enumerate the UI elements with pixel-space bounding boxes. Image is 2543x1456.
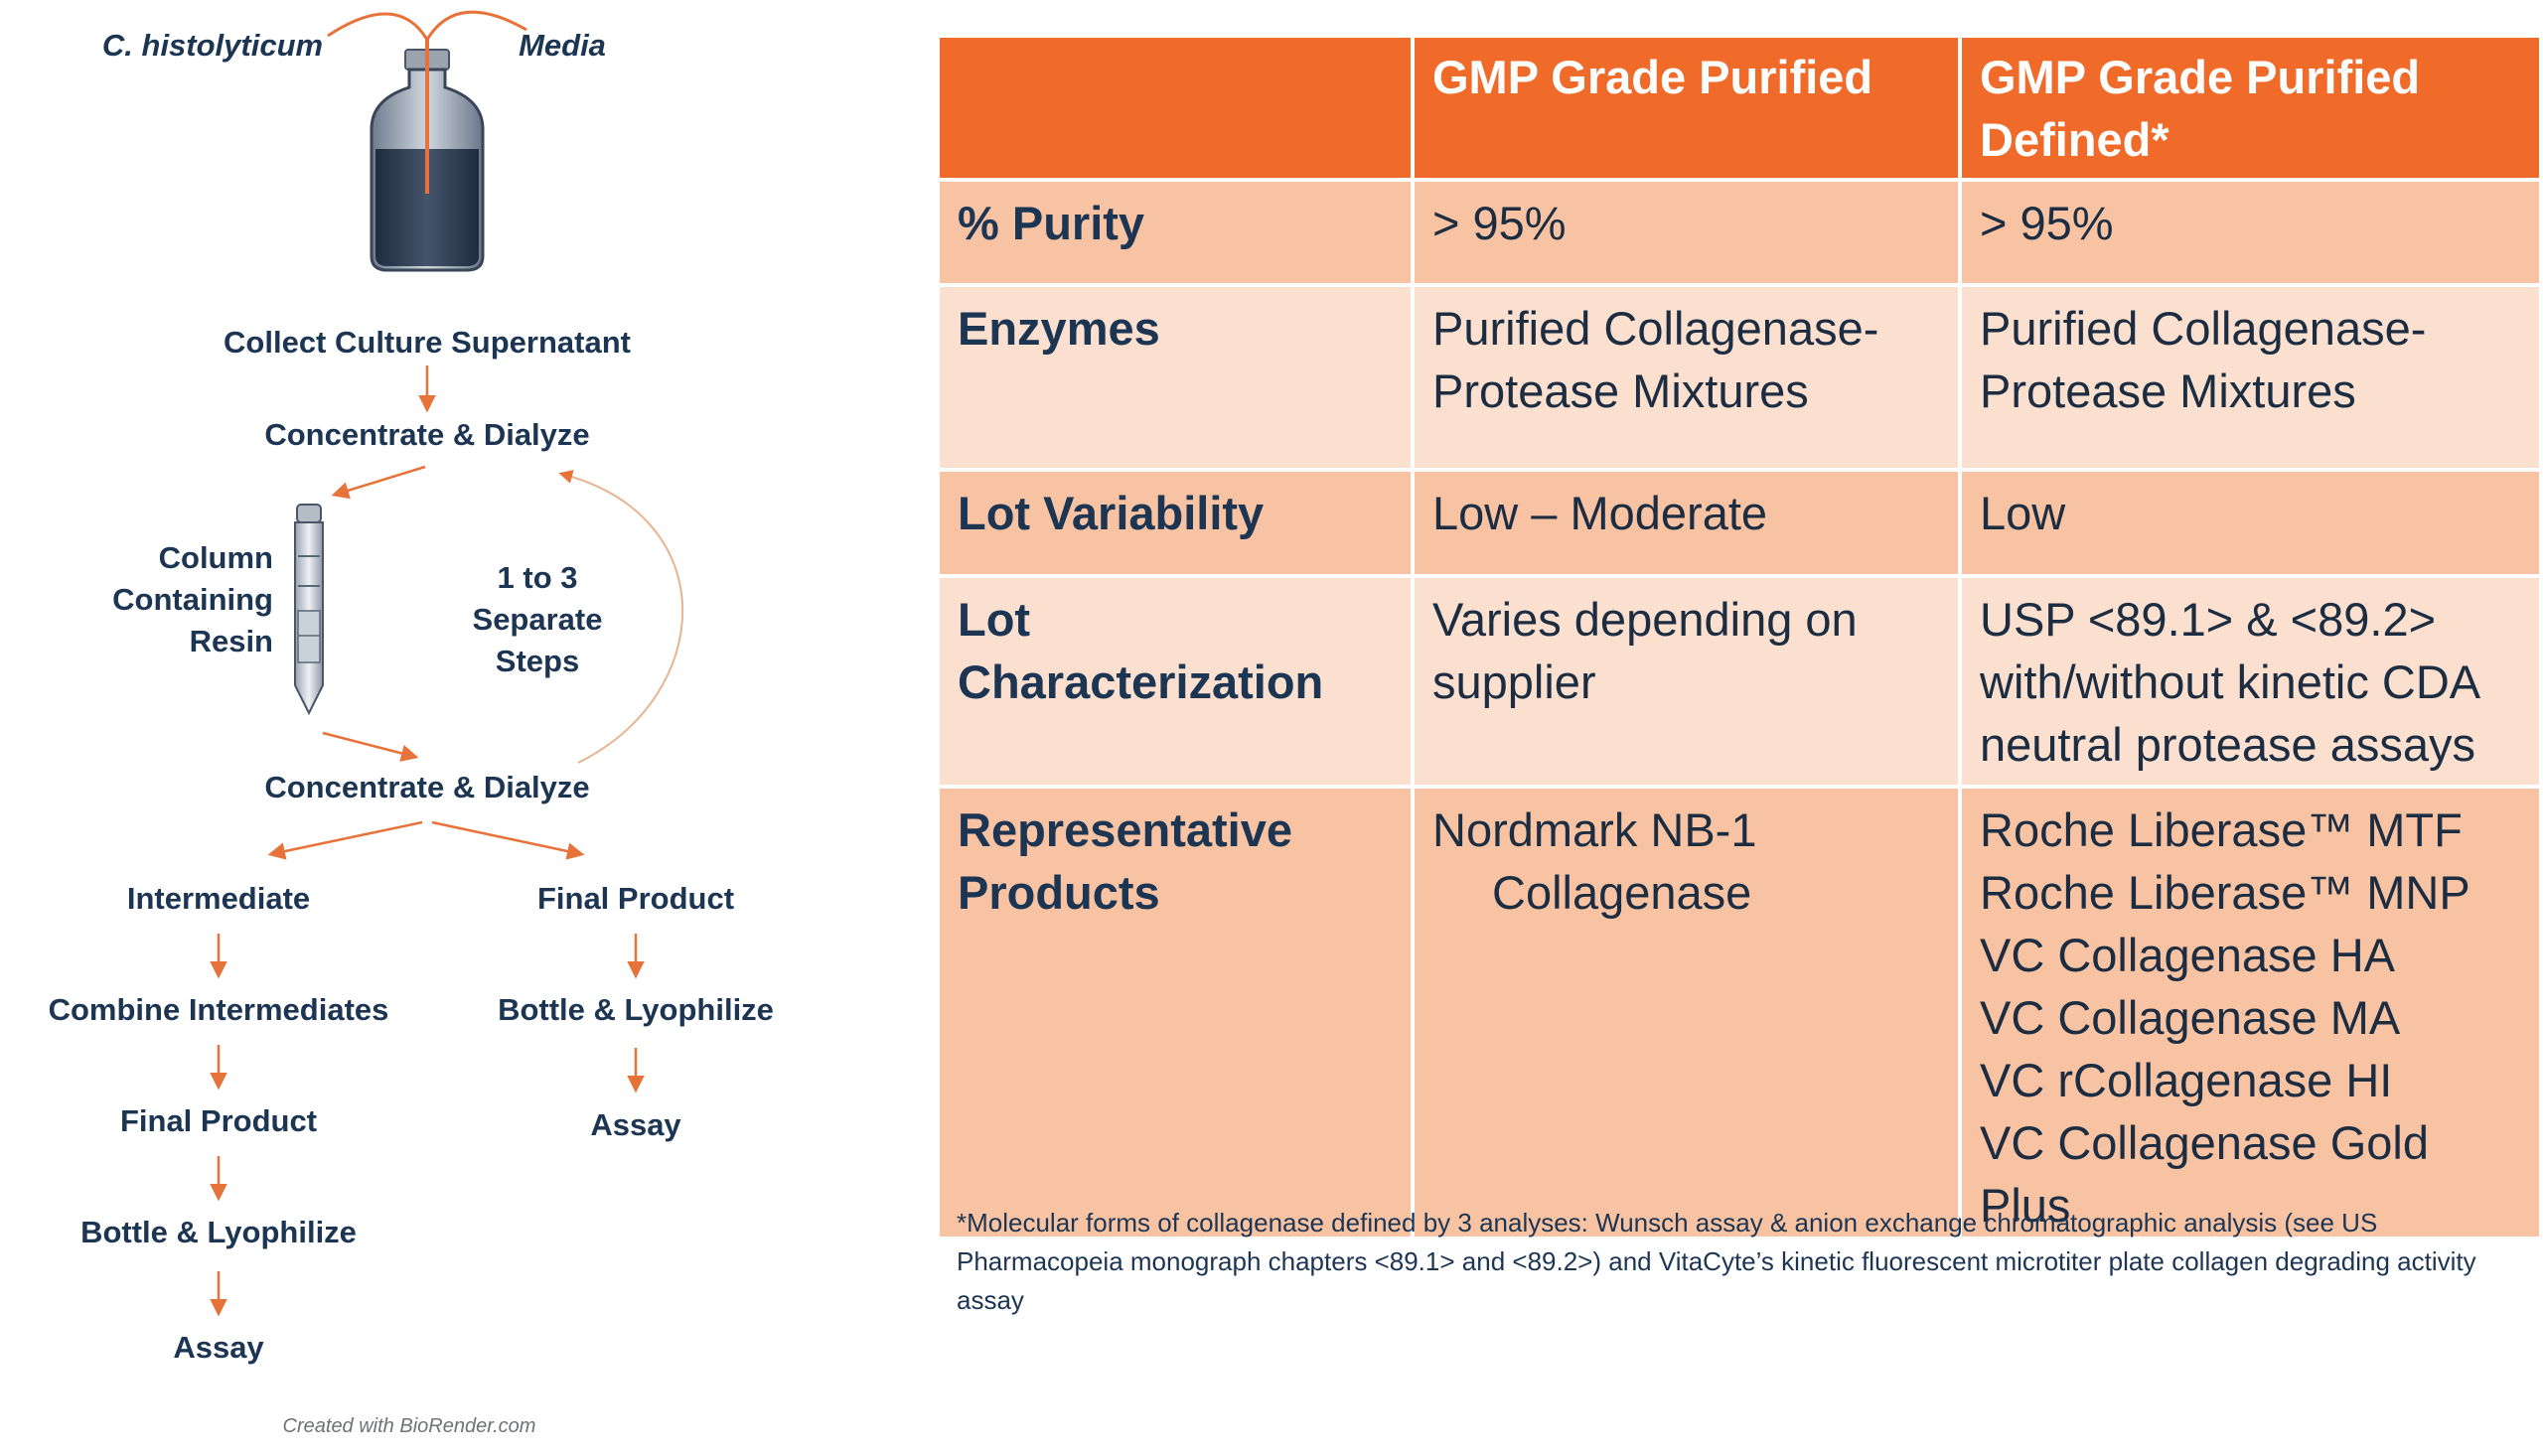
table-row-representative-products: Representative Products Nordmark NB-1 Co…	[936, 785, 2543, 1240]
cell-line: VC Collagenase Gold Plus	[1980, 1116, 2429, 1232]
cell-line: Purified Collagenase-	[1432, 302, 1879, 355]
biorender-credit: Created with BioRender.com	[282, 1415, 536, 1437]
cell-line: VC Collagenase MA	[1980, 991, 2401, 1044]
table-row-lot-variability: Lot Variability Low – Moderate Low	[936, 468, 2543, 578]
table-footnote: *Molecular forms of collagenase defined …	[957, 1208, 2476, 1315]
left-step-combine-intermediates: Combine Intermediates	[48, 992, 389, 1027]
header-corner	[936, 34, 1415, 182]
cell-line: Roche Liberase™ MNP	[1980, 866, 2470, 919]
repeat-steps-label: 1 to 3 Separate Steps	[472, 560, 603, 678]
cell-line: Varies depending on	[1432, 593, 1858, 646]
cell-line: neutral protease assays	[1980, 718, 2476, 771]
chromatography-column-icon	[294, 504, 324, 716]
purification-workflow-diagram: C. histolyticum Media Collect Culture Su…	[0, 0, 894, 1456]
right-step-final-product: Final Product	[536, 881, 735, 916]
cell-purified: > 95%	[1411, 178, 1962, 287]
right-step-bottle-lyophilize: Bottle & Lyophilize	[498, 992, 774, 1027]
cell-line: Protease Mixtures	[1432, 364, 1809, 417]
left-step-assay: Assay	[173, 1330, 264, 1365]
comparison-table: GMP Grade Purified GMP Grade Purified De…	[936, 34, 2543, 1240]
header-gmp-purified: GMP Grade Purified	[1411, 34, 1962, 182]
cell-purified: Varies depending on supplier	[1411, 574, 1962, 789]
header-gmp-purified-defined: GMP Grade Purified Defined*	[1958, 34, 2543, 182]
cell-line: Collagenase	[1492, 866, 1752, 919]
organism-label: C. histolyticum	[101, 28, 324, 63]
step-collect-supernatant: Collect Culture Supernatant	[224, 325, 631, 360]
workflow-graphics	[210, 10, 684, 1317]
cell-defined: Roche Liberase™ MTF Roche Liberase™ MNP …	[1958, 785, 2543, 1240]
table-row-lot-characterization: Lot Characterization Varies depending on…	[936, 574, 2543, 789]
step-concentrate-dialyze-1: Concentrate & Dialyze	[264, 417, 590, 452]
left-step-bottle-lyophilize: Bottle & Lyophilize	[80, 1215, 357, 1249]
cell-line: Nordmark NB-1	[1432, 803, 1757, 856]
row-label: Lot Characterization	[936, 574, 1415, 789]
table-row-enzymes: Enzymes Purified Collagenase- Protease M…	[936, 283, 2543, 472]
cell-line: VC rCollagenase HI	[1980, 1054, 2393, 1106]
media-label: Media	[519, 28, 606, 63]
cell-line: Roche Liberase™ MTF	[1980, 803, 2463, 856]
column-resin-label: Column Containing Resin	[112, 540, 273, 658]
right-step-assay: Assay	[590, 1107, 681, 1142]
cell-line: Protease Mixtures	[1980, 364, 2356, 417]
left-step-intermediate: Intermediate	[126, 881, 311, 916]
cell-line: Low	[1980, 487, 2066, 539]
cell-line: supplier	[1432, 655, 1596, 708]
media-bottle-icon	[370, 40, 485, 272]
row-label: Representative Products	[936, 785, 1415, 1240]
cell-defined: USP <89.1> & <89.2> with/without kinetic…	[1958, 574, 2543, 789]
cell-line: > 95%	[1432, 197, 1567, 249]
cell-line: with/without kinetic CDA	[1980, 655, 2481, 708]
row-label: Lot Variability	[936, 468, 1415, 578]
table-row-purity: % Purity > 95% > 95%	[936, 178, 2543, 287]
table-header-row: GMP Grade Purified GMP Grade Purified De…	[936, 34, 2543, 182]
cell-line: > 95%	[1980, 197, 2114, 249]
cell-line: Low – Moderate	[1432, 487, 1768, 539]
cell-line: USP <89.1> & <89.2>	[1980, 593, 2437, 646]
cell-defined: > 95%	[1958, 178, 2543, 287]
cell-line: Purified Collagenase-	[1980, 302, 2427, 355]
cell-purified: Low – Moderate	[1411, 468, 1962, 578]
row-label: Enzymes	[936, 283, 1415, 472]
cell-purified: Purified Collagenase- Protease Mixtures	[1411, 283, 1962, 472]
row-label: % Purity	[936, 178, 1415, 287]
left-step-final-product: Final Product	[119, 1103, 318, 1138]
step-concentrate-dialyze-2: Concentrate & Dialyze	[264, 770, 590, 804]
cell-line: VC Collagenase HA	[1980, 929, 2395, 981]
cell-defined: Low	[1958, 468, 2543, 578]
cell-purified: Nordmark NB-1 Collagenase	[1411, 785, 1962, 1240]
cell-defined: Purified Collagenase- Protease Mixtures	[1958, 283, 2543, 472]
